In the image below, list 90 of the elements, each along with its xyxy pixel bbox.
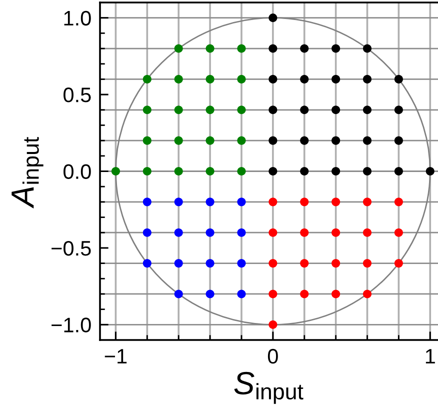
- y-tick-label: −0.5: [52, 240, 91, 256]
- point: [268, 320, 278, 329]
- point: [300, 136, 309, 145]
- point: [332, 74, 340, 84]
- point: [394, 198, 403, 206]
- point: [300, 106, 309, 114]
- point: [206, 290, 214, 298]
- point: [362, 198, 372, 206]
- point: [268, 198, 278, 206]
- y-axis-title: A$_{input}$: [12, 136, 44, 208]
- y-tick-label: 0.0: [64, 164, 91, 180]
- point: [268, 259, 278, 268]
- point: [362, 136, 372, 145]
- point: [174, 136, 183, 145]
- point: [142, 106, 152, 114]
- point: [268, 136, 278, 145]
- point: [237, 166, 246, 176]
- point: [174, 290, 183, 298]
- point: [394, 136, 403, 145]
- point: [426, 166, 434, 176]
- point: [237, 228, 246, 237]
- point: [300, 198, 309, 206]
- x-tick-label: 0: [268, 348, 278, 364]
- y-tick-label: 0.5: [64, 88, 91, 102]
- point: [300, 166, 309, 176]
- point: [300, 290, 309, 298]
- point: [362, 228, 372, 237]
- point: [174, 228, 183, 237]
- point: [362, 259, 372, 268]
- point: [268, 106, 278, 114]
- point: [394, 228, 403, 237]
- point: [362, 166, 372, 176]
- point: [362, 74, 372, 84]
- point: [174, 44, 183, 53]
- point: [237, 136, 246, 145]
- point: [362, 290, 372, 298]
- point: [206, 259, 214, 268]
- point: [237, 198, 246, 206]
- point: [206, 136, 214, 145]
- point: [142, 136, 152, 145]
- point: [268, 44, 278, 53]
- point: [206, 166, 214, 176]
- point: [142, 228, 152, 237]
- point: [332, 106, 340, 114]
- point: [237, 106, 246, 114]
- x-tick-label: 1: [426, 349, 435, 364]
- point: [237, 74, 246, 84]
- point: [142, 74, 152, 84]
- point: [174, 106, 183, 114]
- point: [362, 106, 372, 114]
- point: [300, 74, 309, 84]
- point: [142, 198, 152, 206]
- point: [206, 198, 214, 206]
- point: [332, 290, 340, 298]
- point: [111, 166, 120, 176]
- point: [237, 44, 246, 53]
- x-tick-label: −1: [104, 349, 127, 364]
- point: [268, 290, 278, 298]
- point: [174, 166, 183, 176]
- point: [332, 136, 340, 145]
- point: [237, 259, 246, 268]
- point: [174, 198, 183, 206]
- point: [268, 14, 278, 22]
- point: [206, 44, 214, 53]
- point: [142, 166, 152, 176]
- point: [206, 106, 214, 114]
- x-axis-title: S$_{input}$: [234, 372, 304, 404]
- point: [332, 198, 340, 206]
- point: [332, 44, 340, 53]
- point: [394, 74, 403, 84]
- point: [394, 106, 403, 114]
- point: [394, 259, 403, 268]
- y-tick-label: 1.0: [64, 10, 91, 26]
- point: [268, 228, 278, 237]
- point: [300, 259, 309, 268]
- point: [268, 74, 278, 84]
- point: [206, 74, 214, 84]
- point: [174, 74, 183, 84]
- point: [206, 228, 214, 237]
- point: [300, 228, 309, 237]
- point: [332, 228, 340, 237]
- point: [142, 259, 152, 268]
- point: [174, 259, 183, 268]
- point: [300, 44, 309, 53]
- point: [362, 44, 372, 53]
- y-tick-label: −1.0: [52, 318, 91, 332]
- point: [237, 290, 246, 298]
- point: [332, 259, 340, 268]
- point: [394, 166, 403, 176]
- point: [332, 166, 340, 176]
